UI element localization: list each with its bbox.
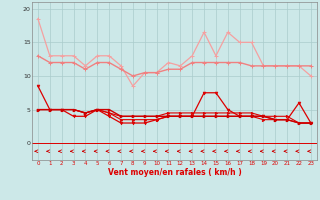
X-axis label: Vent moyen/en rafales ( km/h ): Vent moyen/en rafales ( km/h ) (108, 168, 241, 177)
